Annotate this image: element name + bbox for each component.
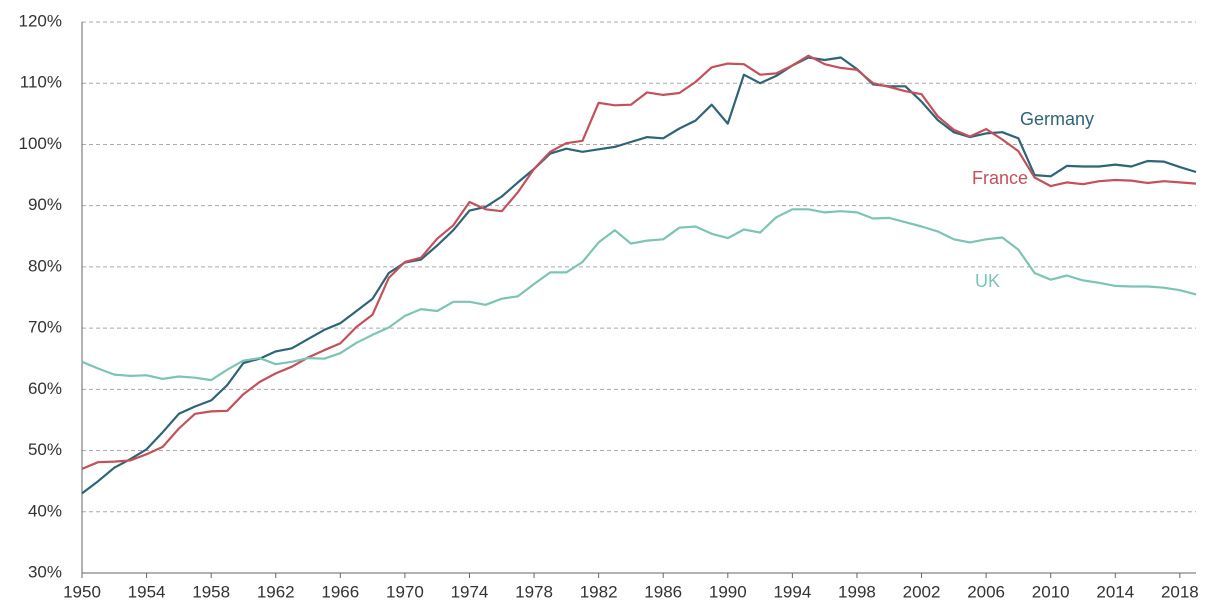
x-tick-label: 1998 [838,582,876,601]
series-line [81,208,1197,382]
y-tick-label: 50% [28,440,62,459]
x-tick-label: 1982 [580,582,618,601]
x-tick-label: 1954 [128,582,166,601]
y-tick-label: 90% [28,195,62,214]
x-tick-label: 1970 [386,582,424,601]
x-tick-label: 1966 [321,582,359,601]
x-tick-label: 1994 [773,582,811,601]
series-line [81,54,1197,470]
y-tick-label: 70% [28,318,62,337]
x-tick-label: 1986 [644,582,682,601]
y-tick-label: 110% [20,73,62,92]
series-label: UK [975,271,1000,291]
x-tick-label: 2006 [967,582,1005,601]
x-tick-label: 2018 [1161,582,1199,601]
x-tick-label: 1974 [451,582,489,601]
y-tick-label: 100% [19,134,62,153]
x-tick-label: 2014 [1096,582,1134,601]
x-tick-label: 1990 [709,582,747,601]
x-tick-label: 1950 [63,582,101,601]
series-label: Germany [1020,109,1094,129]
x-tick-label: 2002 [903,582,941,601]
series-label: France [972,168,1028,188]
series-line [81,56,1197,495]
x-tick-label: 2010 [1032,582,1070,601]
y-tick-label: 40% [28,501,62,520]
x-tick-label: 1962 [257,582,295,601]
y-tick-label: 60% [28,379,62,398]
y-tick-label: 120% [19,11,62,30]
y-tick-label: 80% [28,256,62,275]
y-tick-label: 30% [28,562,62,581]
x-tick-label: 1978 [515,582,553,601]
x-tick-label: 1958 [192,582,230,601]
